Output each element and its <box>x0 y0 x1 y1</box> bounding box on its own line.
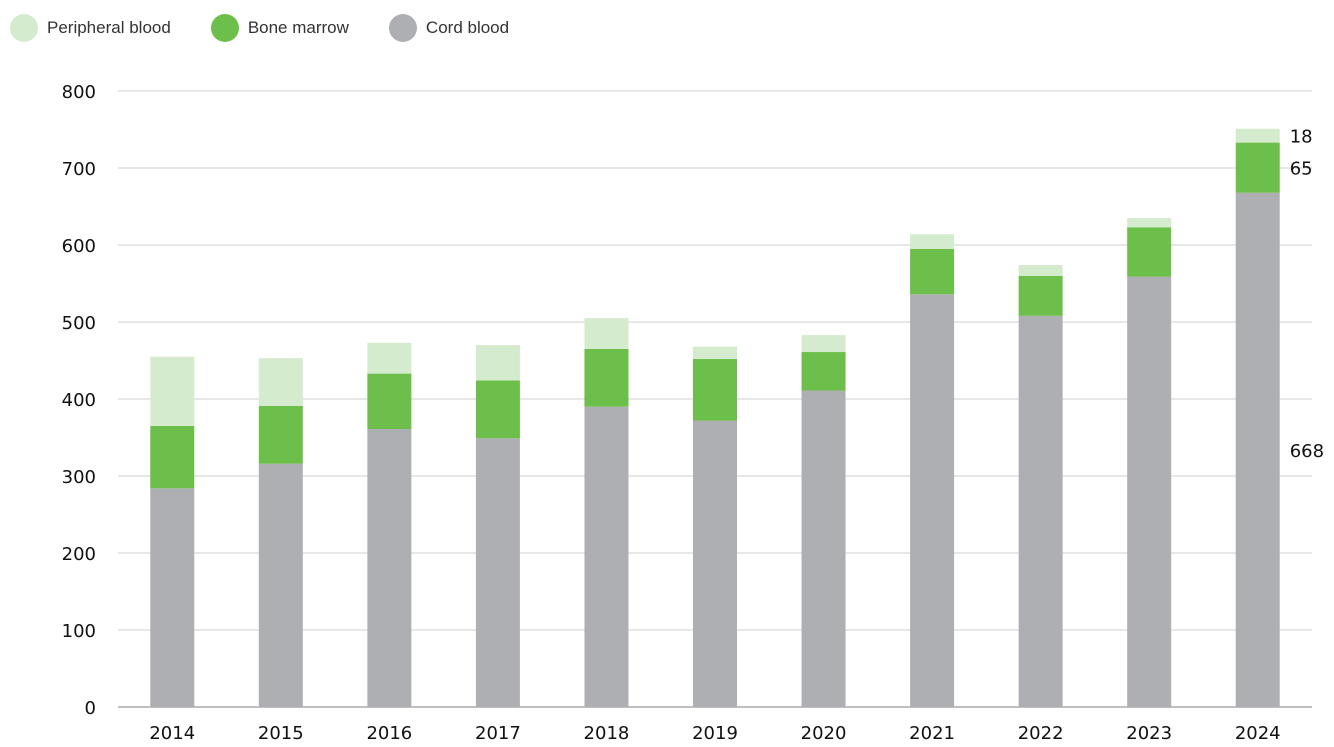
bar-cord-blood-2020 <box>801 390 846 707</box>
legend-item-peripheral-blood: Peripheral blood <box>10 14 171 42</box>
bar-cord-blood-2024 <box>1235 192 1280 707</box>
bar-peripheral-blood-2016 <box>367 342 412 374</box>
bar-bone-marrow-2018 <box>584 348 629 407</box>
bar-cord-blood-2022 <box>1018 315 1063 707</box>
bar-cord-blood-2015 <box>258 463 303 707</box>
y-tick-label-600: 600 <box>62 236 96 257</box>
bar-peripheral-blood-2023 <box>1127 218 1172 228</box>
bar-peripheral-blood-2017 <box>475 345 520 381</box>
bar-bone-marrow-2022 <box>1018 275 1063 316</box>
legend-swatch-bone-marrow <box>210 14 239 42</box>
x-tick-label-2022: 2022 <box>1018 723 1064 744</box>
x-tick-label-2023: 2023 <box>1126 723 1172 744</box>
bar-peripheral-blood-2022 <box>1018 265 1063 276</box>
data-label-peripheral-blood-2024: 18 <box>1290 127 1313 148</box>
y-tick-label-700: 700 <box>62 159 96 180</box>
y-tick-label-100: 100 <box>62 621 96 642</box>
data-label-cord-blood-2024: 668 <box>1290 441 1324 462</box>
bar-cord-blood-2018 <box>584 406 629 707</box>
bar-bone-marrow-2014 <box>150 425 195 489</box>
bar-peripheral-blood-2014 <box>150 356 195 426</box>
bar-bone-marrow-2019 <box>693 358 737 421</box>
bar-peripheral-blood-2020 <box>801 335 846 353</box>
x-tick-label-2021: 2021 <box>909 723 955 744</box>
bar-peripheral-blood-2019 <box>693 346 737 359</box>
bar-cord-blood-2014 <box>150 488 195 707</box>
bar-bone-marrow-2021 <box>910 248 955 295</box>
x-tick-label-2018: 2018 <box>584 723 630 744</box>
x-tick-label-2017: 2017 <box>475 723 521 744</box>
legend-item-cord-blood: Cord blood <box>388 14 510 42</box>
bar-bone-marrow-2015 <box>258 405 303 464</box>
bar-cord-blood-2017 <box>475 438 520 707</box>
bar-peripheral-blood-2015 <box>258 358 303 406</box>
legend-item-bone-marrow: Bone marrow <box>210 14 349 42</box>
bar-cord-blood-2023 <box>1127 276 1172 707</box>
legend-label-cord-blood: Cord blood <box>425 18 510 37</box>
bar-peripheral-blood-2024 <box>1235 128 1280 143</box>
data-label-bone-marrow-2024: 65 <box>1290 159 1313 180</box>
y-tick-label-400: 400 <box>62 390 96 411</box>
bar-cord-blood-2021 <box>910 294 955 707</box>
bar-bone-marrow-2023 <box>1127 227 1172 277</box>
bar-bone-marrow-2024 <box>1235 142 1280 193</box>
x-tick-label-2014: 2014 <box>149 723 195 744</box>
label-layer: 0 100 200 300 400 500 600 700 800 2014 2015 2016 201… <box>62 82 1324 744</box>
bar-cord-blood-2019 <box>693 420 737 707</box>
y-tick-label-300: 300 <box>62 467 96 488</box>
chart-legend: Peripheral blood Bone marrow Cord blood <box>10 14 549 42</box>
bar-peripheral-blood-2021 <box>910 234 955 249</box>
y-tick-label-800: 800 <box>62 82 96 103</box>
x-tick-label-2019: 2019 <box>692 723 738 744</box>
x-tick-label-2024: 2024 <box>1235 723 1281 744</box>
bar-bone-marrow-2020 <box>801 352 846 391</box>
y-tick-label-0: 0 <box>85 698 96 719</box>
legend-label-bone-marrow: Bone marrow <box>247 18 349 37</box>
y-tick-label-500: 500 <box>62 313 96 334</box>
x-tick-label-2016: 2016 <box>366 723 412 744</box>
bar-bone-marrow-2017 <box>475 380 520 439</box>
bar-bone-marrow-2016 <box>367 373 412 430</box>
bar-peripheral-blood-2018 <box>584 318 629 349</box>
bar-cord-blood-2016 <box>367 429 412 707</box>
x-tick-label-2015: 2015 <box>258 723 304 744</box>
x-tick-label-2020: 2020 <box>801 723 847 744</box>
legend-label-peripheral-blood: Peripheral blood <box>47 18 171 37</box>
bar-layer <box>150 128 1280 707</box>
legend-swatch-cord-blood <box>388 14 417 42</box>
y-tick-label-200: 200 <box>62 544 96 565</box>
legend-swatch-peripheral-blood <box>10 14 38 42</box>
